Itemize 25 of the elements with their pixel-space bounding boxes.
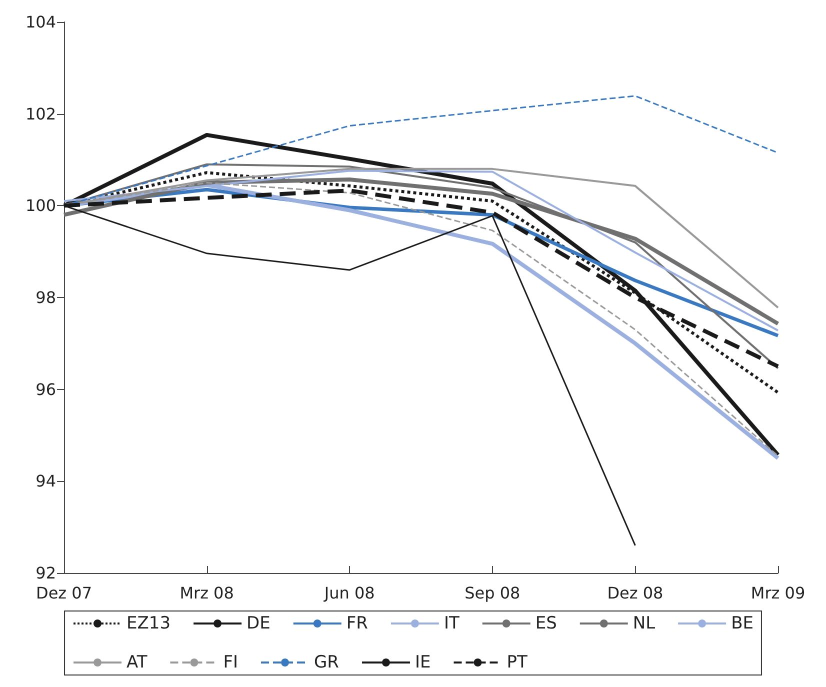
legend-label: GR — [314, 652, 340, 672]
y-tick-label: 96 — [36, 380, 56, 399]
legend-label: EZ13 — [126, 614, 171, 634]
x-tick-label: Jun 08 — [323, 584, 375, 602]
x-tick-label: Dez 08 — [607, 584, 664, 602]
legend-label: IE — [414, 652, 431, 672]
x-tick-label: Sep 08 — [464, 584, 520, 602]
legend-label: BE — [731, 614, 754, 634]
legend-label: DE — [246, 614, 270, 634]
legend-label: NL — [632, 614, 656, 634]
y-tick-label: 102 — [25, 104, 56, 124]
x-tick-label: Dez 07 — [36, 584, 92, 602]
x-tick-label: Mrz 09 — [750, 584, 806, 602]
y-tick-label: 104 — [25, 12, 56, 32]
legend-label: PT — [506, 652, 528, 672]
y-tick-label: 100 — [25, 196, 56, 216]
legend-label: IT — [444, 614, 460, 634]
y-tick-label: 98 — [36, 288, 56, 307]
legend-label: FI — [223, 652, 238, 672]
x-tick-label: Mrz 08 — [180, 584, 234, 602]
y-tick-label: 94 — [36, 472, 56, 491]
legend-label: FR — [346, 614, 368, 634]
legend-label: AT — [126, 652, 148, 672]
legend-label: ES — [535, 614, 557, 634]
y-tick-label: 92 — [36, 564, 56, 582]
